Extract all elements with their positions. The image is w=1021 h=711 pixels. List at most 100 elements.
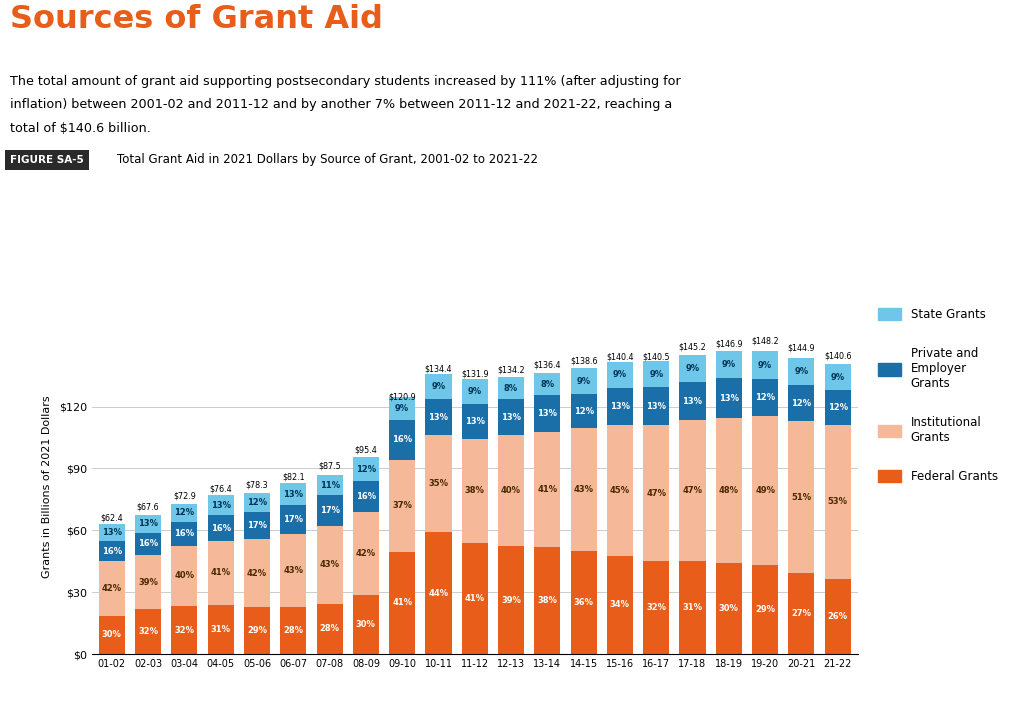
Text: $134.4: $134.4	[425, 365, 452, 374]
Bar	[716, 378, 742, 418]
Text: 16%: 16%	[210, 523, 231, 533]
Text: 12%: 12%	[574, 407, 593, 416]
Text: $146.9: $146.9	[715, 339, 742, 348]
Bar	[606, 425, 633, 556]
Text: 26%: 26%	[828, 612, 847, 621]
Bar	[207, 540, 234, 605]
Bar	[643, 361, 670, 387]
Text: 9%: 9%	[432, 382, 445, 391]
Text: 41%: 41%	[465, 594, 485, 603]
Text: $140.6: $140.6	[824, 352, 852, 361]
Text: 13%: 13%	[429, 412, 448, 422]
Bar	[389, 459, 416, 552]
Bar	[389, 397, 416, 419]
Bar	[207, 605, 234, 654]
Bar	[606, 362, 633, 387]
Text: 38%: 38%	[465, 486, 485, 496]
Text: $140.5: $140.5	[642, 352, 670, 361]
Text: 12%: 12%	[791, 399, 812, 407]
Text: 9%: 9%	[577, 377, 591, 385]
Bar	[716, 418, 742, 563]
Y-axis label: Grants in Billions of 2021 Dollars: Grants in Billions of 2021 Dollars	[42, 396, 52, 578]
Bar	[172, 522, 197, 546]
Text: 13%: 13%	[465, 417, 485, 426]
Bar	[679, 561, 706, 654]
Text: 28%: 28%	[283, 626, 303, 635]
Text: $87.5: $87.5	[319, 461, 341, 471]
Bar	[461, 542, 488, 654]
Bar	[643, 425, 670, 562]
Text: 30%: 30%	[719, 604, 739, 613]
Bar	[825, 425, 850, 579]
Text: 16%: 16%	[175, 529, 194, 538]
Text: 9%: 9%	[758, 360, 772, 370]
Text: 16%: 16%	[392, 435, 412, 444]
Bar	[752, 565, 778, 654]
Bar	[571, 368, 596, 394]
Text: 47%: 47%	[682, 486, 702, 496]
Text: 13%: 13%	[682, 397, 702, 405]
Text: 43%: 43%	[574, 485, 593, 494]
Bar	[280, 483, 306, 505]
Text: $140.4: $140.4	[606, 353, 634, 361]
Bar	[825, 579, 850, 654]
Text: $72.9: $72.9	[173, 491, 196, 501]
Text: 13%: 13%	[283, 490, 303, 498]
Bar	[135, 555, 161, 609]
Bar	[244, 540, 271, 607]
Text: 32%: 32%	[646, 603, 667, 612]
Text: 43%: 43%	[320, 560, 340, 570]
Bar	[426, 532, 451, 654]
Bar	[389, 552, 416, 654]
Bar	[135, 533, 161, 555]
Bar	[534, 547, 561, 654]
Bar	[498, 400, 524, 435]
Text: 13%: 13%	[646, 402, 667, 411]
Bar	[207, 515, 234, 540]
Text: 12%: 12%	[247, 498, 268, 507]
Bar	[389, 419, 416, 459]
Bar	[606, 387, 633, 425]
Text: 9%: 9%	[722, 360, 736, 369]
Bar	[788, 358, 815, 385]
Text: $76.4: $76.4	[209, 484, 232, 493]
Text: 16%: 16%	[356, 492, 376, 501]
Bar	[752, 416, 778, 565]
Text: 9%: 9%	[395, 404, 409, 413]
Text: 9%: 9%	[831, 373, 844, 382]
Bar	[172, 546, 197, 606]
Bar	[825, 390, 850, 425]
Text: 38%: 38%	[537, 596, 557, 605]
Bar	[534, 432, 561, 547]
Text: total of $140.6 billion.: total of $140.6 billion.	[10, 122, 151, 134]
Text: Sources of Grant Aid: Sources of Grant Aid	[10, 4, 383, 35]
Bar	[679, 355, 706, 382]
Bar	[172, 503, 197, 522]
Text: $82.1: $82.1	[282, 473, 304, 481]
Text: 9%: 9%	[613, 370, 627, 379]
Bar	[99, 616, 125, 654]
Bar	[317, 476, 343, 496]
Text: 37%: 37%	[392, 501, 412, 510]
Bar	[244, 493, 271, 512]
Bar	[716, 351, 742, 378]
Bar	[571, 394, 596, 428]
Text: 13%: 13%	[102, 528, 121, 537]
Text: 36%: 36%	[574, 598, 593, 607]
Text: 35%: 35%	[429, 479, 448, 488]
Text: 34%: 34%	[610, 600, 630, 609]
Text: 13%: 13%	[537, 409, 557, 418]
Bar	[172, 606, 197, 654]
Text: $131.9: $131.9	[460, 370, 489, 379]
Text: 49%: 49%	[756, 486, 775, 495]
Bar	[643, 387, 670, 425]
Text: $144.9: $144.9	[787, 343, 815, 352]
Text: 13%: 13%	[210, 501, 231, 510]
Text: 41%: 41%	[537, 485, 557, 494]
Text: 39%: 39%	[501, 596, 521, 604]
Bar	[606, 556, 633, 654]
Text: $62.4: $62.4	[100, 513, 124, 523]
Bar	[679, 382, 706, 420]
Text: 11%: 11%	[320, 481, 340, 490]
Bar	[317, 496, 343, 526]
